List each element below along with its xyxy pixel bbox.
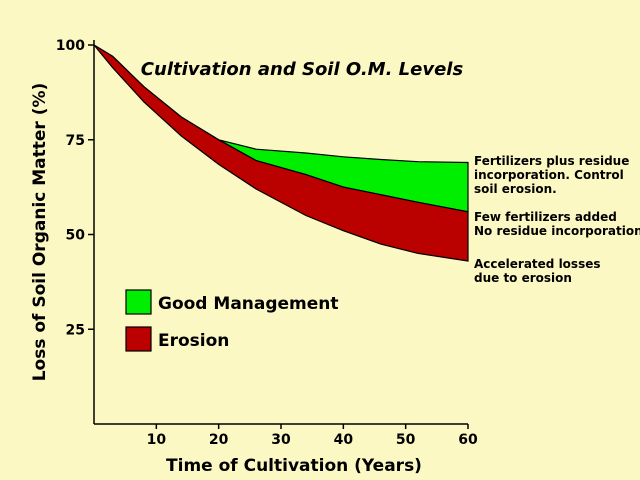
legend-label: Erosion (158, 331, 229, 351)
annotation-line: Few fertilizers added (474, 210, 617, 224)
x-tick-label: 60 (458, 432, 478, 448)
x-tick-label: 50 (396, 432, 416, 448)
x-axis-title: Time of Cultivation (Years) (166, 456, 422, 476)
tick-layer: 10 20 30 40 50 60 100 75 50 25 (56, 38, 478, 448)
x-tick-label: 40 (334, 432, 354, 448)
legend-swatch (125, 289, 152, 315)
x-tick-label: 10 (147, 432, 167, 448)
x-tick-label: 30 (271, 432, 291, 448)
legend-swatch (125, 326, 152, 352)
area-erosion (93, 44, 469, 262)
y-tick-label: 25 (66, 322, 85, 338)
y-tick-label: 50 (66, 228, 86, 244)
annotation-line: incorporation. Control (474, 168, 624, 182)
annotation-line: due to erosion (474, 271, 572, 285)
legend: Good Management Erosion (125, 289, 339, 352)
y-tick-label: 75 (66, 133, 85, 149)
x-tick-label: 20 (209, 432, 229, 448)
y-tick-label: 100 (56, 38, 85, 54)
annotation-line: Fertilizers plus residue (474, 154, 629, 168)
annotation-line: soil erosion. (474, 182, 557, 196)
annotation-line: No residue incorporation (474, 224, 640, 238)
y-axis-title: Loss of Soil Organic Matter (%) (30, 83, 50, 382)
legend-label: Good Management (158, 294, 339, 314)
chart-title: Cultivation and Soil O.M. Levels (141, 59, 464, 80)
annotation-line: Accelerated losses (474, 257, 601, 271)
area-layer (93, 44, 469, 262)
